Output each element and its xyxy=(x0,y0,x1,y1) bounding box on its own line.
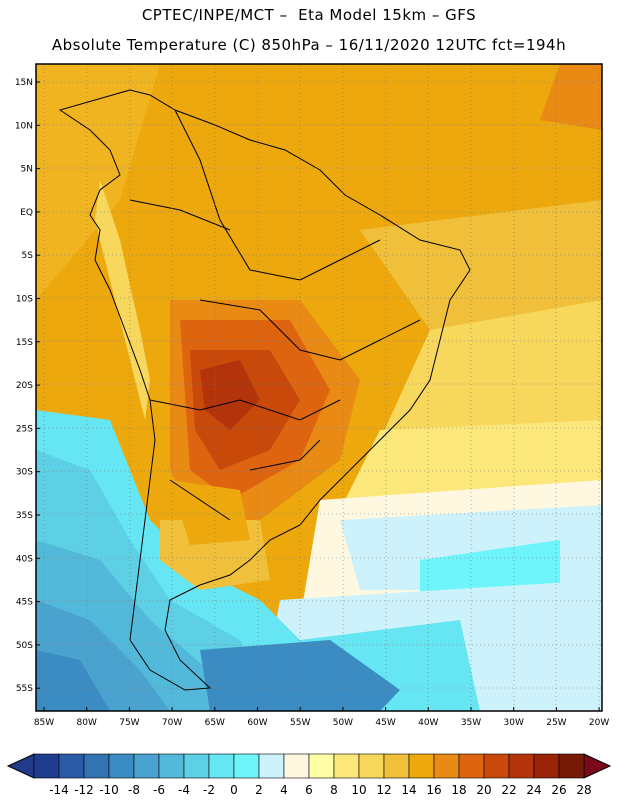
lat-label: 5S xyxy=(22,251,34,261)
colorbar: -14 -12 -10 -8 -6 -4 -2 0 2 4 6 8 10 12 14 16 18 20 22 24 26… xyxy=(6,753,612,797)
lon-label: 60W xyxy=(247,718,267,728)
colorbar-swatch xyxy=(108,753,135,779)
lat-label: 5N xyxy=(21,165,33,175)
lat-label: 30S xyxy=(16,468,33,478)
colorbar-swatch xyxy=(158,753,185,779)
colorbar-label: -14 xyxy=(49,783,69,797)
colorbar-label: -6 xyxy=(153,783,165,797)
lon-label: 45W xyxy=(375,718,395,728)
colorbar-label: 14 xyxy=(401,783,416,797)
lon-label: 20W xyxy=(589,718,609,728)
colorbar-label: -2 xyxy=(203,783,215,797)
lon-label: 40W xyxy=(418,718,438,728)
colorbar-label: 18 xyxy=(451,783,466,797)
lon-label: 65W xyxy=(205,718,225,728)
longitude-labels: 85W 80W 75W 70W 65W 60W 55W 50W 45W 40W 35W 30W 25W 2… xyxy=(34,707,609,728)
colorbar-swatch xyxy=(233,753,260,779)
map-border xyxy=(35,63,603,712)
lon-label: 55W xyxy=(290,718,310,728)
colorbar-label: -8 xyxy=(128,783,140,797)
colorbar-underflow-arrow xyxy=(6,753,35,779)
colorbar-swatch xyxy=(483,753,510,779)
colorbar-label: 16 xyxy=(426,783,441,797)
lat-label: 40S xyxy=(16,554,33,564)
colorbar-label: 22 xyxy=(501,783,516,797)
colorbar-swatch xyxy=(358,753,385,779)
lon-label: 25W xyxy=(546,718,566,728)
colorbar-swatch xyxy=(333,753,360,779)
colorbar-label: 8 xyxy=(330,783,338,797)
colorbar-swatch xyxy=(383,753,410,779)
colorbar-swatch xyxy=(283,753,310,779)
lon-label: 50W xyxy=(333,718,353,728)
colorbar-label: 24 xyxy=(526,783,541,797)
colorbar-swatch xyxy=(433,753,460,779)
lat-label: 35S xyxy=(16,511,33,521)
map-title-line-1: CPTEC/INPE/MCT – Eta Model 15km – GFS xyxy=(141,6,477,24)
lat-label: 15N xyxy=(15,78,33,88)
colorbar-swatch xyxy=(458,753,485,779)
map-svg: 15N 10N 5N EQ 5S 10S 15S 20S 25S 30S 35S 40S 45S 50S 5… xyxy=(6,63,612,797)
colorbar-swatch xyxy=(408,753,435,779)
lon-label: 70W xyxy=(162,718,182,728)
colorbar-swatch xyxy=(208,753,235,779)
lat-label: EQ xyxy=(20,208,33,218)
lat-label: 20S xyxy=(16,381,33,391)
colorbar-swatch xyxy=(83,753,110,779)
colorbar-label: -12 xyxy=(74,783,94,797)
lat-label: 55S xyxy=(16,684,33,694)
lat-label: 25S xyxy=(16,424,33,434)
colorbar-label: 0 xyxy=(230,783,238,797)
lon-label: 75W xyxy=(119,718,139,728)
colorbar-label: 28 xyxy=(576,783,591,797)
colorbar-label: 12 xyxy=(376,783,391,797)
lon-label: 85W xyxy=(34,718,54,728)
colorbar-swatch xyxy=(58,753,85,779)
map-figure: 15N 10N 5N EQ 5S 10S 15S 20S 25S 30S 35S 40S 45S 50S 5… xyxy=(0,60,618,800)
lat-label: 45S xyxy=(16,598,33,608)
lon-label: 80W xyxy=(77,718,97,728)
latitude-labels: 15N 10N 5N EQ 5S 10S 15S 20S 25S 30S 35S 40S 45S 50S 5… xyxy=(15,78,40,694)
colorbar-label: 26 xyxy=(551,783,566,797)
lon-label: 35W xyxy=(461,718,481,728)
colorbar-label: 2 xyxy=(255,783,263,797)
colorbar-swatch xyxy=(258,753,285,779)
colorbar-swatch xyxy=(133,753,160,779)
colorbar-label: 4 xyxy=(280,783,288,797)
colorbar-swatch xyxy=(533,753,560,779)
colorbar-overflow-arrow xyxy=(583,753,612,779)
colorbar-swatch xyxy=(308,753,335,779)
colorbar-label: 20 xyxy=(476,783,491,797)
lat-label: 15S xyxy=(16,338,33,348)
colorbar-swatch xyxy=(183,753,210,779)
colorbar-label: -10 xyxy=(99,783,119,797)
lat-label: 50S xyxy=(16,641,33,651)
colorbar-swatch xyxy=(558,753,585,779)
colorbar-swatch xyxy=(508,753,535,779)
coastlines xyxy=(58,89,471,691)
colorbar-label: 10 xyxy=(351,783,366,797)
colorbar-label: -4 xyxy=(178,783,190,797)
temperature-field xyxy=(36,64,602,711)
map-title-line-2: Absolute Temperature (C) 850hPa – 16/11/… xyxy=(51,36,567,54)
lat-label: 10S xyxy=(16,295,33,305)
lon-label: 30W xyxy=(504,718,524,728)
lat-label: 10N xyxy=(15,121,33,131)
colorbar-swatch xyxy=(33,753,60,779)
colorbar-label: 6 xyxy=(305,783,313,797)
